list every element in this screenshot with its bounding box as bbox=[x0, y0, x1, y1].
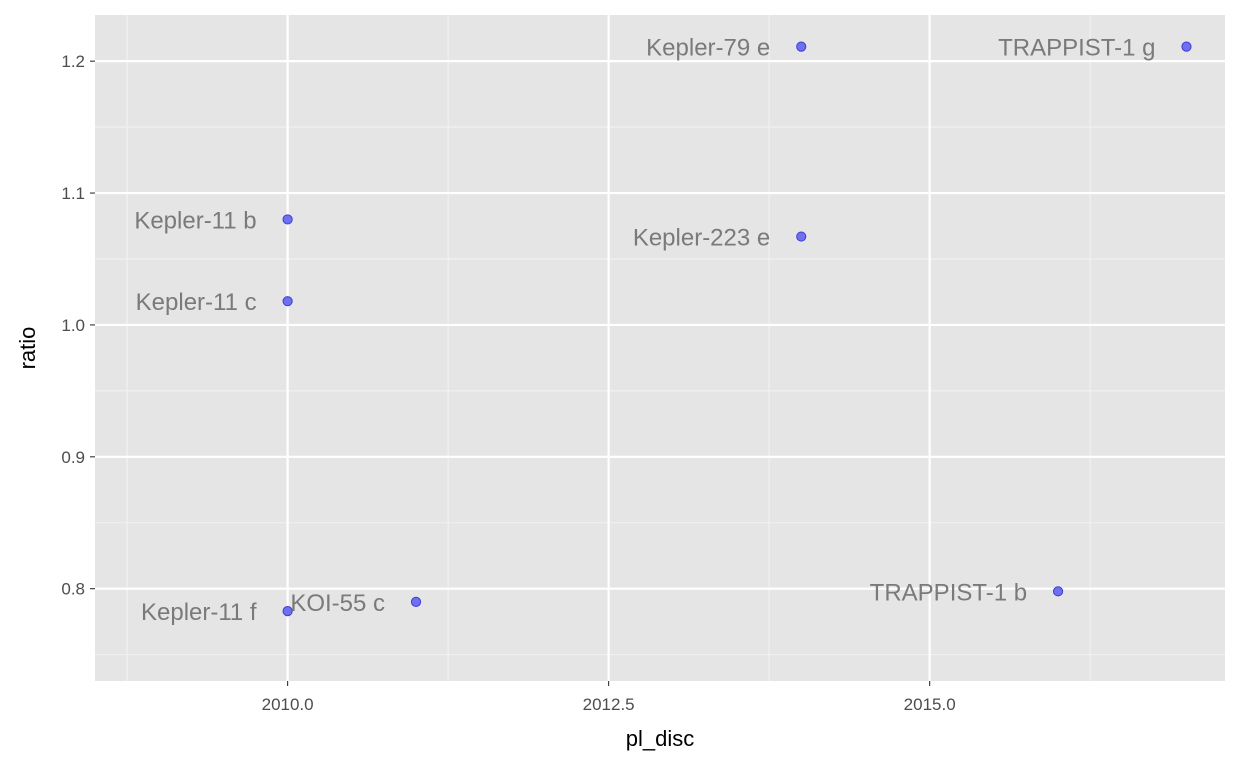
axis-ticks bbox=[90, 60, 931, 686]
data-point bbox=[796, 231, 807, 242]
point-label: Kepler-11 c bbox=[136, 289, 257, 316]
x-axis-title: pl_disc bbox=[626, 726, 694, 751]
plot-panel bbox=[95, 15, 1225, 681]
data-point bbox=[282, 296, 293, 307]
x-tick-label: 2012.5 bbox=[583, 695, 635, 714]
point-label: TRAPPIST-1 b bbox=[870, 579, 1027, 606]
data-point bbox=[1181, 41, 1192, 52]
y-tick-label: 0.9 bbox=[61, 448, 85, 467]
y-tick-label: 1.2 bbox=[61, 52, 85, 71]
x-tick-label: 2015.0 bbox=[904, 695, 956, 714]
point-label: Kepler-11 f bbox=[141, 599, 257, 626]
x-tick-labels: 2010.0 2012.5 2015.0 bbox=[262, 695, 956, 714]
y-tick-labels: 0.8 0.9 1.0 1.1 1.2 bbox=[61, 52, 85, 599]
point-label: Kepler-79 e bbox=[646, 35, 770, 62]
y-tick-label: 0.8 bbox=[61, 580, 85, 599]
data-point bbox=[796, 41, 807, 52]
point-label: KOI-55 c bbox=[290, 590, 385, 617]
data-points bbox=[282, 41, 1192, 617]
y-axis-title: ratio bbox=[15, 327, 40, 370]
y-tick-label: 1.1 bbox=[61, 184, 85, 203]
data-point bbox=[282, 214, 293, 225]
point-labels: Kepler-79 e TRAPPIST-1 g Kepler-11 b Kepler… bbox=[134, 35, 1155, 626]
point-label: Kepler-223 e bbox=[633, 225, 770, 252]
data-point bbox=[1052, 586, 1064, 597]
x-tick-label: 2010.0 bbox=[262, 695, 314, 714]
data-point bbox=[410, 596, 422, 607]
data-point bbox=[282, 606, 293, 617]
point-label: TRAPPIST-1 g bbox=[998, 35, 1155, 62]
grid-major bbox=[95, 15, 1225, 681]
y-tick-label: 1.0 bbox=[61, 316, 85, 335]
point-label: Kepler-11 b bbox=[134, 207, 256, 234]
grid-minor bbox=[95, 15, 1225, 681]
